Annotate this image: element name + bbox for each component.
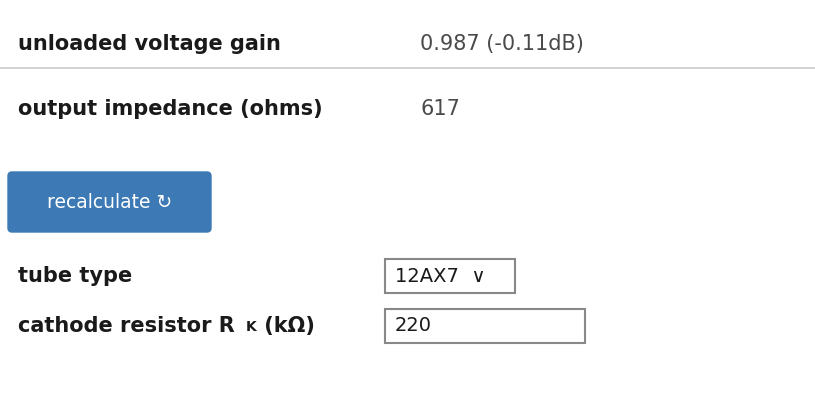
- FancyBboxPatch shape: [385, 309, 585, 343]
- Text: cathode resistor R: cathode resistor R: [18, 315, 235, 335]
- Text: recalculate ↻: recalculate ↻: [47, 193, 172, 212]
- Text: K: K: [246, 319, 257, 333]
- Text: tube type: tube type: [18, 266, 132, 285]
- Text: unloaded voltage gain: unloaded voltage gain: [18, 34, 281, 54]
- Text: 220: 220: [395, 316, 432, 335]
- Text: 617: 617: [420, 99, 460, 119]
- Text: (kΩ): (kΩ): [257, 315, 315, 335]
- Text: 0.987 (-0.11dB): 0.987 (-0.11dB): [420, 34, 584, 54]
- Text: 12AX7  ∨: 12AX7 ∨: [395, 266, 486, 285]
- Text: output impedance (ohms): output impedance (ohms): [18, 99, 323, 119]
- FancyBboxPatch shape: [385, 259, 515, 293]
- FancyBboxPatch shape: [8, 173, 211, 233]
